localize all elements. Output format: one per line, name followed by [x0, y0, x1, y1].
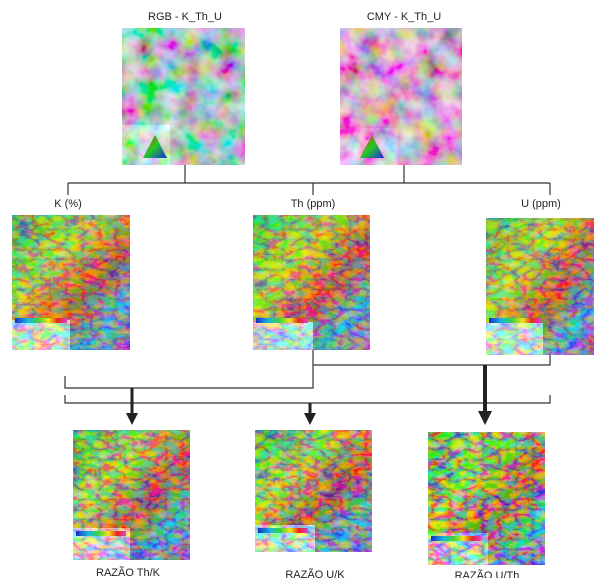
- color-triangle: [143, 135, 167, 158]
- color-triangle: [360, 135, 384, 158]
- u-k-label: RAZÃO U/K: [285, 568, 345, 578]
- cmy-title: CMY - K_Th_U: [367, 11, 441, 23]
- colorbar: [258, 528, 308, 533]
- u-th-label: RAZÃO U/Th: [455, 569, 520, 578]
- colorbar: [256, 318, 308, 323]
- u-th-texture: [428, 432, 545, 565]
- k-label: K (%): [54, 198, 82, 210]
- colorbar: [431, 536, 481, 541]
- th-texture: [253, 215, 370, 350]
- th-k-label: RAZÃO Th/K: [96, 566, 161, 578]
- colorbar: [76, 531, 126, 536]
- u-texture: [486, 218, 594, 355]
- rgb-texture: [122, 28, 245, 165]
- arrow-head: [304, 413, 316, 425]
- connector: [65, 350, 550, 403]
- colorbar: [15, 318, 67, 323]
- colorbar: [489, 318, 541, 323]
- th-k-texture: [73, 430, 190, 560]
- diagram: RGB - K_Th_U CMY - K_Th_U K (%) Th (ppm)…: [0, 0, 594, 578]
- u-k-texture: [255, 430, 372, 552]
- arrow-head: [126, 413, 138, 425]
- cmy-texture: [340, 28, 462, 165]
- rgb-title: RGB - K_Th_U: [148, 11, 222, 23]
- page: {"top": {"rgb_title": "RGB - K_Th_U", "c…: [0, 0, 594, 578]
- k-texture: [12, 215, 130, 350]
- connector: [68, 165, 550, 195]
- th-label: Th (ppm): [291, 198, 336, 210]
- u-label: U (ppm): [521, 198, 561, 210]
- arrow-head: [478, 411, 492, 425]
